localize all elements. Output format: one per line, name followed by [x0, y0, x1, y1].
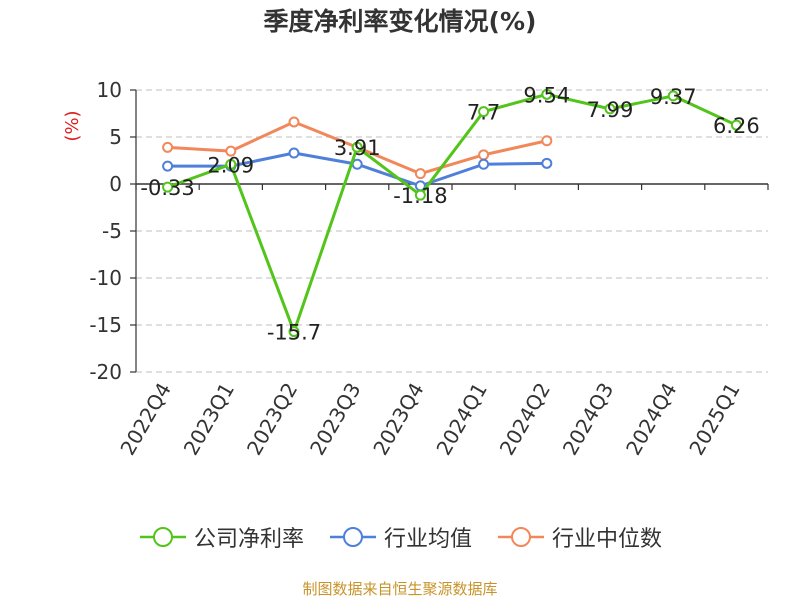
x-tick-label: 2023Q4: [368, 379, 428, 460]
y-tick-label: -10: [89, 266, 122, 290]
data-label: 7.99: [587, 98, 634, 122]
data-point: [162, 141, 174, 153]
data-point: [351, 158, 363, 170]
data-point: [604, 103, 616, 115]
y-tick-label: 5: [109, 125, 122, 149]
legend-label: 行业均值: [383, 527, 472, 552]
x-tick-label: 2024Q2: [495, 379, 555, 460]
chart-title: 季度净利率变化情况(%): [263, 7, 537, 36]
y-tick-label: -5: [102, 219, 122, 243]
legend-marker-icon: [498, 527, 544, 547]
legend: 公司净利率 行业均值 行业中位数: [0, 520, 800, 554]
x-tick-label: 2025Q1: [684, 379, 744, 460]
x-tick-label: 2023Q2: [242, 379, 302, 460]
source-note: 制图数据来自恒生聚源数据库: [302, 580, 498, 598]
data-point: [541, 157, 553, 169]
data-label: -1.18: [393, 184, 447, 208]
legend-item[interactable]: 公司净利率: [138, 521, 304, 553]
data-label: 6.26: [713, 114, 760, 138]
legend-marker-icon: [139, 527, 186, 547]
data-point: [225, 145, 237, 157]
data-point: [351, 141, 363, 153]
data-point: [478, 106, 490, 118]
legend-label: 行业中位数: [552, 527, 663, 552]
data-point: [730, 119, 742, 131]
data-point: [288, 116, 300, 128]
x-tick-label: 2024Q4: [621, 379, 681, 460]
data-point: [225, 158, 237, 170]
data-point: [478, 149, 490, 161]
x-tick-label: 2024Q3: [558, 379, 618, 460]
data-label: 7.7: [467, 101, 500, 125]
legend-label: 公司净利率: [193, 527, 304, 552]
data-point: [667, 90, 679, 102]
x-tick-label: 2022Q4: [115, 379, 175, 460]
y-tick-label: 0: [109, 172, 122, 196]
data-point: [288, 147, 300, 159]
data-label: 3.91: [334, 136, 381, 160]
series-line: [167, 92, 738, 334]
y-axis-label: (%): [62, 110, 83, 141]
data-label: 9.54: [523, 83, 570, 107]
data-point: [414, 168, 426, 180]
data-label: 2.09: [207, 153, 254, 177]
data-point: [288, 326, 300, 338]
legend-item[interactable]: 行业中位数: [496, 521, 662, 553]
legend-marker-icon: [329, 527, 376, 547]
y-tick-label: 10: [97, 78, 122, 102]
data-label: 9.37: [650, 85, 697, 109]
x-tick-label: 2023Q1: [179, 379, 239, 460]
data-point: [478, 158, 490, 170]
data-label: -15.7: [267, 321, 321, 345]
y-tick-label: -15: [89, 313, 122, 337]
data-point: [541, 135, 553, 147]
y-tick-label: -20: [89, 360, 122, 384]
data-point: [162, 181, 174, 193]
data-label: -0.33: [140, 176, 194, 200]
data-point: [162, 160, 174, 172]
data-point: [414, 189, 426, 201]
legend-item[interactable]: 行业均值: [328, 521, 472, 553]
data-point: [541, 88, 553, 100]
x-tick-label: 2024Q1: [431, 378, 491, 459]
x-tick-label: 2023Q3: [305, 379, 365, 460]
